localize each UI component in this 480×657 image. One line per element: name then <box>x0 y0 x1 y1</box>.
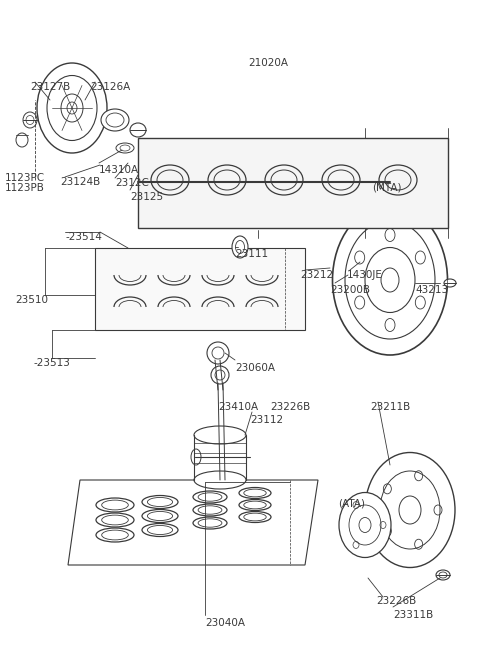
Text: 23126A: 23126A <box>90 82 130 92</box>
Ellipse shape <box>142 524 178 537</box>
Text: 1430JE: 1430JE <box>347 270 383 280</box>
Ellipse shape <box>16 133 28 147</box>
Ellipse shape <box>193 504 227 516</box>
Text: -23513: -23513 <box>33 358 70 368</box>
Ellipse shape <box>233 152 263 168</box>
Text: 2312C: 2312C <box>115 178 149 188</box>
Ellipse shape <box>37 63 107 153</box>
Ellipse shape <box>444 279 456 287</box>
Text: 23125: 23125 <box>130 192 163 202</box>
Text: 21020A: 21020A <box>248 58 288 68</box>
Text: 1123PB: 1123PB <box>5 183 45 193</box>
Text: 23212: 23212 <box>300 270 333 280</box>
Ellipse shape <box>339 493 391 558</box>
Text: 23226B: 23226B <box>376 596 416 606</box>
Ellipse shape <box>152 163 178 201</box>
Text: 23124B: 23124B <box>60 177 100 187</box>
Ellipse shape <box>235 163 261 201</box>
Ellipse shape <box>333 205 447 355</box>
Text: (MTA): (MTA) <box>372 183 401 193</box>
Ellipse shape <box>239 499 271 510</box>
Text: 23226B: 23226B <box>270 402 310 412</box>
Polygon shape <box>68 480 318 565</box>
Ellipse shape <box>193 491 227 503</box>
Text: -23514: -23514 <box>65 232 102 242</box>
Ellipse shape <box>239 512 271 522</box>
Text: 43213: 43213 <box>415 285 448 295</box>
Ellipse shape <box>142 509 178 522</box>
Text: 14310A: 14310A <box>99 165 139 175</box>
Ellipse shape <box>232 236 248 258</box>
Text: 23060A: 23060A <box>235 363 275 373</box>
Ellipse shape <box>142 495 178 509</box>
Ellipse shape <box>23 112 37 128</box>
Ellipse shape <box>322 163 348 201</box>
Polygon shape <box>95 248 305 330</box>
Ellipse shape <box>96 498 134 512</box>
Text: 23127B: 23127B <box>30 82 70 92</box>
Ellipse shape <box>192 163 218 201</box>
Text: 23311B: 23311B <box>393 610 433 620</box>
Ellipse shape <box>101 109 129 131</box>
Text: 23410A: 23410A <box>218 402 258 412</box>
Ellipse shape <box>116 143 134 153</box>
Text: 23040A: 23040A <box>205 618 245 628</box>
Ellipse shape <box>211 366 229 384</box>
Text: 23111: 23111 <box>235 249 268 259</box>
Ellipse shape <box>194 426 246 444</box>
Ellipse shape <box>96 528 134 542</box>
Text: (ATA): (ATA) <box>338 498 365 508</box>
Ellipse shape <box>96 513 134 527</box>
Polygon shape <box>138 138 448 228</box>
Ellipse shape <box>277 163 303 201</box>
Ellipse shape <box>375 161 405 203</box>
Ellipse shape <box>194 471 246 489</box>
Ellipse shape <box>130 123 146 137</box>
Ellipse shape <box>365 453 455 568</box>
Ellipse shape <box>190 196 220 212</box>
Text: 23112: 23112 <box>250 415 283 425</box>
Ellipse shape <box>150 152 180 168</box>
Text: 23211B: 23211B <box>370 402 410 412</box>
Ellipse shape <box>436 570 450 580</box>
Ellipse shape <box>320 152 350 168</box>
Text: 1123PC: 1123PC <box>5 173 45 183</box>
Ellipse shape <box>193 517 227 529</box>
Ellipse shape <box>191 449 201 465</box>
Ellipse shape <box>239 487 271 499</box>
Ellipse shape <box>207 342 229 364</box>
Text: 23200B: 23200B <box>330 285 370 295</box>
Ellipse shape <box>275 196 305 212</box>
Text: 23510: 23510 <box>15 295 48 305</box>
